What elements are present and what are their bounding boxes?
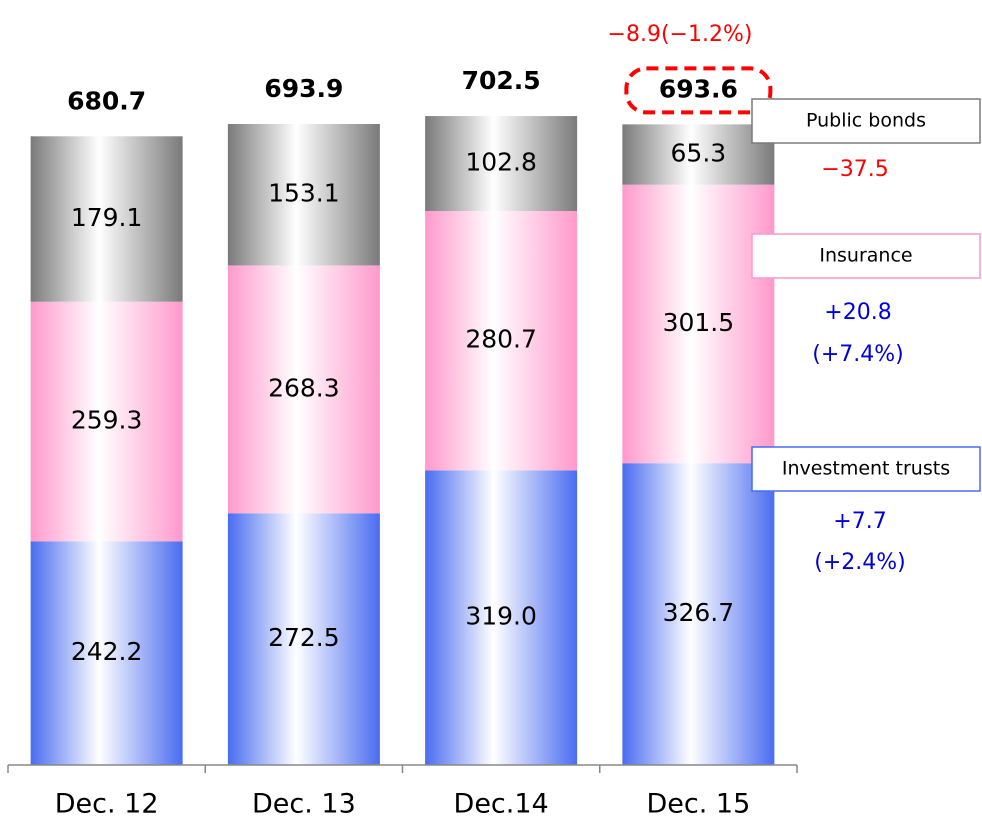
total-label: 693.9 bbox=[264, 74, 343, 103]
bar-segment bbox=[30, 136, 183, 302]
legend-label: Public bonds bbox=[806, 110, 926, 132]
bar-segment bbox=[622, 184, 775, 464]
total-label: 702.5 bbox=[462, 66, 541, 95]
bar-segment bbox=[30, 541, 183, 765]
annotation: +20.8 bbox=[824, 300, 891, 325]
value-label: 179.1 bbox=[71, 203, 143, 232]
legend-box bbox=[751, 233, 981, 279]
highlight-outline bbox=[624, 66, 773, 115]
value-label: 326.7 bbox=[663, 598, 735, 627]
annotation: −37.5 bbox=[821, 157, 888, 182]
value-label: 259.3 bbox=[71, 406, 143, 435]
value-label: 102.8 bbox=[465, 148, 537, 177]
annotation: (+2.4%) bbox=[814, 550, 906, 575]
x-tick-label: Dec.14 bbox=[454, 789, 549, 817]
value-label: 272.5 bbox=[268, 623, 340, 652]
annotation: +7.7 bbox=[833, 509, 886, 534]
bar-segment bbox=[425, 116, 578, 212]
bar-segment bbox=[622, 463, 775, 765]
legend-box bbox=[751, 446, 981, 492]
value-label: 268.3 bbox=[268, 373, 340, 402]
bar-segment bbox=[622, 124, 775, 185]
x-tick-label: Dec. 15 bbox=[646, 789, 750, 817]
bar-segment bbox=[425, 470, 578, 765]
bar-segment bbox=[227, 124, 380, 266]
total-label: 680.7 bbox=[67, 86, 146, 115]
bar-segment bbox=[425, 211, 578, 471]
x-tick-label: Dec. 13 bbox=[252, 789, 356, 817]
bar-segment bbox=[227, 265, 380, 514]
legend-label: Investment trusts bbox=[782, 458, 950, 480]
value-label: 65.3 bbox=[671, 139, 727, 168]
legend-box bbox=[751, 98, 981, 144]
value-label: 301.5 bbox=[663, 308, 735, 337]
value-label: 153.1 bbox=[268, 179, 340, 208]
value-label: 319.0 bbox=[465, 602, 537, 631]
annotation: (+7.4%) bbox=[812, 342, 904, 367]
bar-segment bbox=[227, 513, 380, 765]
value-label: 242.2 bbox=[71, 637, 143, 666]
x-tick-label: Dec. 12 bbox=[55, 789, 159, 817]
value-label: 280.7 bbox=[465, 325, 537, 354]
total-label: 693.6 bbox=[659, 74, 738, 103]
legend-label: Insurance bbox=[819, 245, 912, 267]
annotation: −8.9(−1.2%) bbox=[608, 22, 753, 47]
bar-segment bbox=[30, 301, 183, 542]
